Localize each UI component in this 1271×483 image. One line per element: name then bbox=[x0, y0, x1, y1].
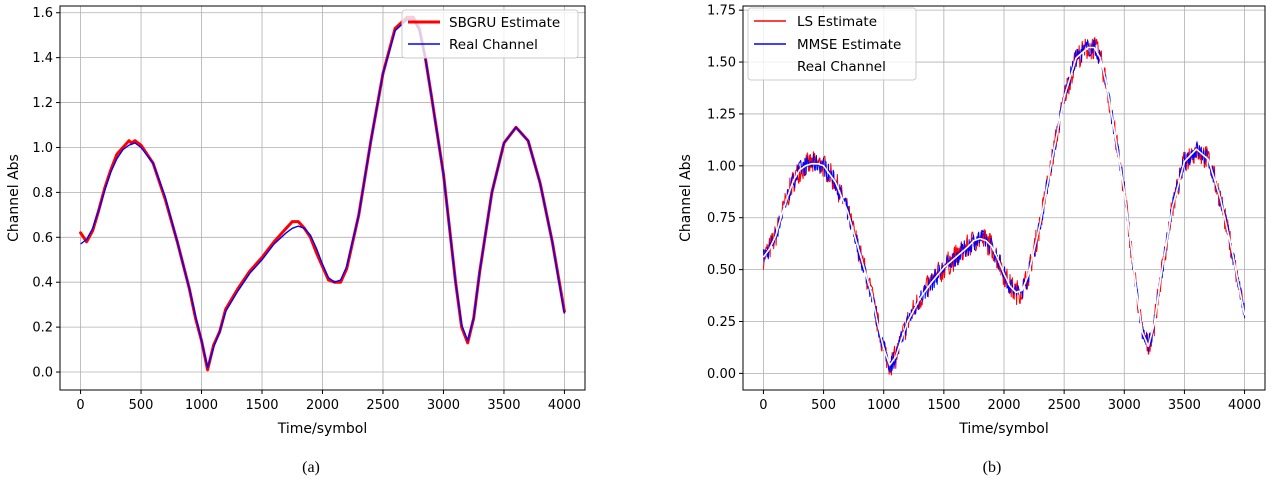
x-tick-label: 2000 bbox=[306, 398, 339, 413]
caption-b: (b) bbox=[983, 459, 1002, 476]
y-tick-label: 1.75 bbox=[707, 4, 736, 19]
plot-area-a bbox=[79, 15, 566, 372]
y-tick-label: 1.2 bbox=[32, 96, 53, 111]
x-tick-label: 3500 bbox=[1168, 398, 1201, 413]
x-axis-label-a: Time/symbol bbox=[277, 421, 368, 437]
y-ticks-a: 0.0 0.2 0.4 0.6 0.8 1.0 1.2 1.4 1.6 bbox=[32, 6, 60, 381]
x-tick-label: 500 bbox=[811, 398, 836, 413]
y-tick-label: 0.2 bbox=[32, 321, 53, 336]
y-tick-label: 1.6 bbox=[32, 6, 53, 21]
legend-b: LS Estimate MMSE Estimate Real Channel bbox=[747, 7, 917, 81]
legend-label-sbgru-estimate: SBGRU Estimate bbox=[449, 15, 560, 31]
y-tick-label: 1.4 bbox=[32, 51, 53, 66]
y-tick-label: 0.50 bbox=[707, 263, 736, 278]
y-tick-label: 1.50 bbox=[707, 56, 736, 71]
y-axis-label-b: Channel Abs bbox=[678, 154, 694, 242]
y-tick-label: 0.8 bbox=[32, 186, 53, 201]
x-tick-label: 4000 bbox=[548, 398, 581, 413]
x-tick-label: 1000 bbox=[867, 398, 900, 413]
x-tick-label: 3000 bbox=[427, 398, 460, 413]
x-tick-label: 1500 bbox=[927, 398, 960, 413]
legend-box-a bbox=[401, 9, 579, 59]
y-tick-label: 0.75 bbox=[707, 211, 736, 226]
y-tick-label: 1.00 bbox=[707, 159, 736, 174]
legend-box-b bbox=[747, 7, 917, 81]
x-tick-label: 3000 bbox=[1108, 398, 1141, 413]
y-tick-label: 0.6 bbox=[32, 231, 53, 246]
x-tick-label: 1500 bbox=[245, 398, 278, 413]
x-axis-label-b: Time/symbol bbox=[958, 421, 1049, 437]
x-tick-label: 2000 bbox=[987, 398, 1020, 413]
y-tick-label: 0.00 bbox=[707, 367, 736, 382]
x-tick-label: 500 bbox=[129, 398, 154, 413]
plot-area-b bbox=[762, 37, 1246, 376]
x-tick-label: 2500 bbox=[1048, 398, 1081, 413]
chart-a: 0 500 1000 1500 2000 2500 3000 3500 4000 0.00.20… bbox=[6, 5, 586, 476]
y-tick-label: 0.4 bbox=[32, 276, 53, 291]
x-tick-label: 1000 bbox=[185, 398, 218, 413]
y-axis-label-a: Channel Abs bbox=[6, 154, 22, 242]
legend-label-ls-estimate: LS Estimate bbox=[797, 14, 877, 30]
chart-b: 0 500 1000 1500 2000 2500 3000 3500 4000 0.00 0.2… bbox=[678, 4, 1266, 476]
legend-a: SBGRU Estimate Real Channel bbox=[401, 9, 579, 59]
grid-a bbox=[60, 6, 585, 390]
y-tick-label: 1.0 bbox=[32, 141, 53, 156]
y-tick-label: 0.0 bbox=[32, 366, 53, 381]
series-line-real-channel bbox=[80, 18, 566, 369]
y-tick-label: 0.25 bbox=[707, 315, 736, 330]
x-tick-label: 2500 bbox=[366, 398, 399, 413]
x-tick-label: 0 bbox=[76, 398, 84, 413]
legend-label-mmse-estimate: MMSE Estimate bbox=[797, 37, 901, 53]
legend-label-real-channel: Real Channel bbox=[449, 37, 538, 53]
x-ticks-a: 0 500 1000 1500 2000 2500 3000 3500 4000 bbox=[76, 390, 581, 413]
legend-label-real-channel-b: Real Channel bbox=[797, 59, 886, 75]
y-tick-label: 1.25 bbox=[707, 107, 736, 122]
y-ticks-b: 0.00 0.25 0.50 0.75 1.00 1.25 1.50 1.75 bbox=[707, 4, 743, 382]
x-ticks-b: 0 500 1000 1500 2000 2500 3000 3500 4000 bbox=[759, 390, 1261, 413]
x-tick-label: 3500 bbox=[487, 398, 520, 413]
caption-a: (a) bbox=[302, 459, 320, 476]
x-tick-label: 4000 bbox=[1228, 398, 1261, 413]
x-tick-label: 0 bbox=[759, 398, 767, 413]
series-line-real-channel-b bbox=[762, 46, 1246, 366]
